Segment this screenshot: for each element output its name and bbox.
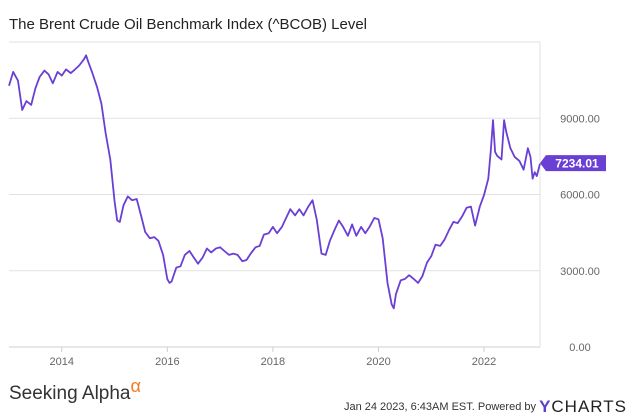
grid-lines [9,41,541,348]
x-tick-label: 2016 [155,356,179,368]
ycharts-rest: CHARTS [551,397,627,416]
powered-by-label: Powered by [477,401,536,413]
last-value-label: 7234.01 [555,157,599,171]
chart-title: The Brent Crude Oil Benchmark Index (^BC… [9,16,368,33]
y-tick-label: 6000.00 [560,190,600,202]
last-value-callout: 7234.01 [540,155,606,172]
y-axis: 0.00 3000.00 6000.00 9000.00 [560,113,600,354]
x-tick-label: 2020 [366,356,390,368]
last-value-badge [540,155,606,172]
ycharts-y: Y [539,397,552,416]
series-group [8,54,541,310]
x-tick-label: 2018 [261,356,285,368]
y-tick-label: 9000.00 [560,113,600,125]
ycharts-logo: YCHARTS [539,397,627,416]
seeking-alpha-logo: Seeking Alphaα [9,376,141,405]
series-line [8,54,541,310]
timestamp: Jan 24 2023, 6:43AM EST. [343,401,475,413]
x-axis: 2014 2016 2018 2020 2022 [9,346,540,368]
footer-attribution: Jan 24 2023, 6:43AM EST. Powered by YCHA… [343,395,627,416]
x-tick-label: 2014 [50,356,74,368]
y-tick-label: 3000.00 [560,266,600,278]
alpha-symbol: α [130,376,141,396]
brand-text: Seeking Alpha [9,383,131,404]
y-tick-label: 0.00 [569,342,590,354]
x-tick-label: 2022 [472,356,496,368]
